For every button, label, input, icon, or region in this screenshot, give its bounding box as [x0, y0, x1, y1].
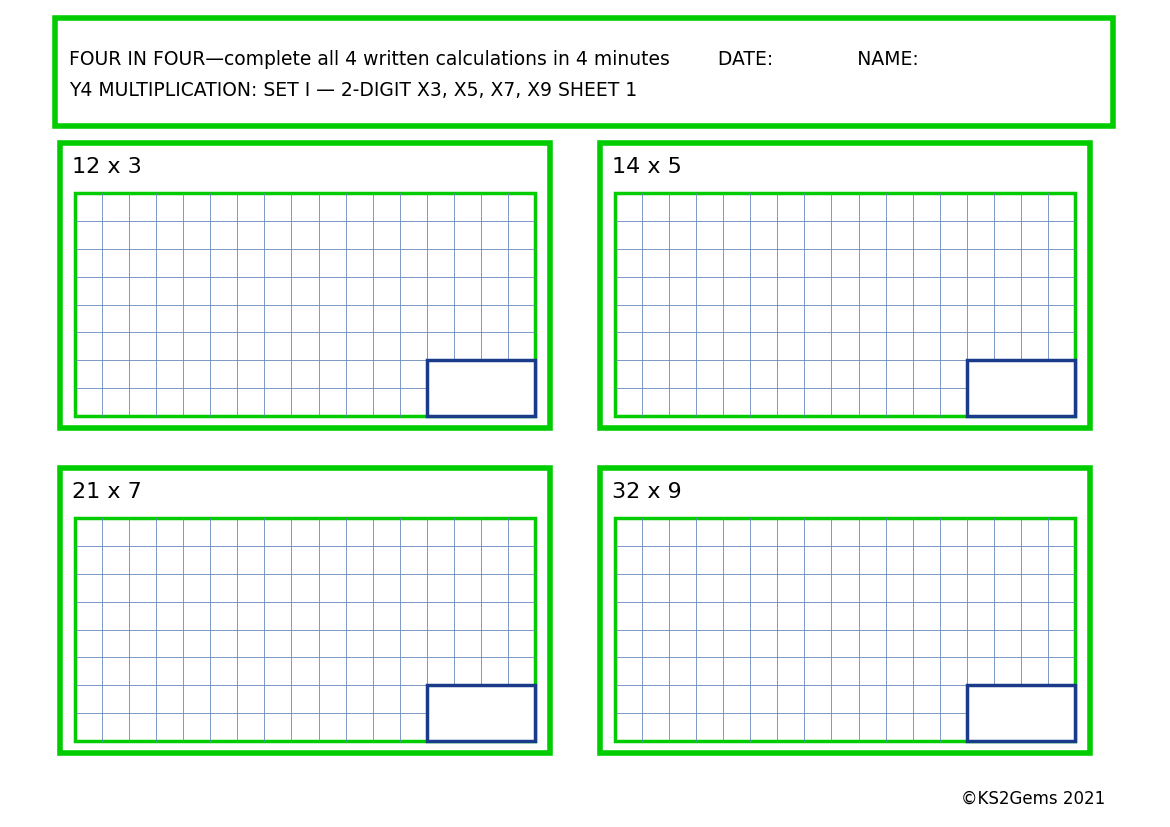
Bar — [615, 518, 1075, 741]
Bar — [55, 18, 1113, 126]
Text: 32 x 9: 32 x 9 — [612, 482, 682, 502]
Bar — [600, 468, 1090, 753]
Bar — [427, 686, 535, 741]
Bar — [615, 193, 1075, 416]
Bar — [60, 468, 550, 753]
Bar — [75, 193, 535, 416]
Text: ©KS2Gems 2021: ©KS2Gems 2021 — [961, 790, 1104, 808]
Bar — [427, 361, 535, 416]
Text: FOUR IN FOUR—complete all 4 written calculations in 4 minutes        DATE:      : FOUR IN FOUR—complete all 4 written calc… — [69, 50, 918, 69]
Bar — [966, 686, 1075, 741]
Text: Y4 MULTIPLICATION: SET I — 2-DIGIT X3, X5, X7, X9 SHEET 1: Y4 MULTIPLICATION: SET I — 2-DIGIT X3, X… — [69, 81, 638, 100]
Bar — [60, 143, 550, 428]
Text: 12 x 3: 12 x 3 — [73, 157, 142, 177]
Text: 14 x 5: 14 x 5 — [612, 157, 682, 177]
Bar — [966, 361, 1075, 416]
Bar — [427, 686, 535, 741]
Text: 21 x 7: 21 x 7 — [73, 482, 142, 502]
Bar — [600, 143, 1090, 428]
Bar — [966, 686, 1075, 741]
Bar — [75, 518, 535, 741]
Bar — [966, 361, 1075, 416]
Bar — [427, 361, 535, 416]
